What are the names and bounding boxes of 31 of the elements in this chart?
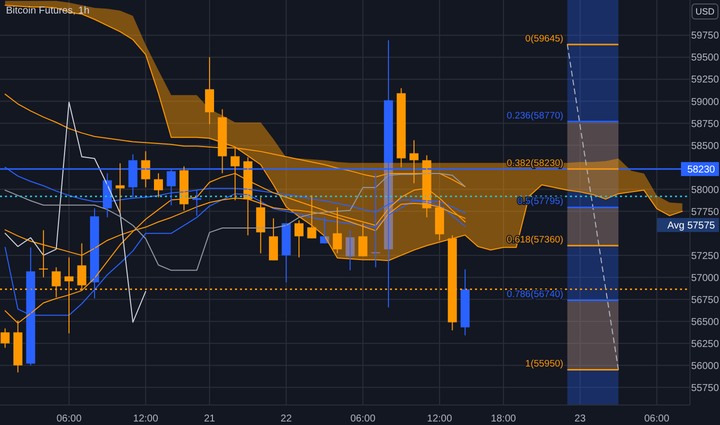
annotation: Avg 57575 xyxy=(667,220,716,232)
x-tick-label: 22 xyxy=(280,414,292,424)
y-tick-label: 58000 xyxy=(691,184,720,196)
y-tick-label: 59000 xyxy=(691,96,720,108)
x-tick-label: 06:00 xyxy=(56,414,82,424)
x-tick-label: 23 xyxy=(574,414,586,424)
y-tick-label: 56250 xyxy=(691,338,720,350)
ref-line-label: 0.236(58770) xyxy=(506,110,564,122)
x-tick-label: 21 xyxy=(204,414,216,424)
y-tick-label: 57750 xyxy=(691,206,720,218)
y-tick-label: 59750 xyxy=(691,30,720,42)
y-axis-title: USD xyxy=(695,6,715,17)
x-tick-label: 12:00 xyxy=(427,414,453,424)
x-tick-label: 18:00 xyxy=(490,414,516,424)
x-tick-label: 06:00 xyxy=(350,414,376,424)
x-tick-label: 06:00 xyxy=(644,414,670,424)
y-tick-label: 59500 xyxy=(691,52,720,64)
y-tick-label: 56750 xyxy=(691,294,720,306)
ref-line-label: 1(55950) xyxy=(525,358,564,370)
y-tick-label: 56000 xyxy=(691,360,720,372)
y-tick-label: 56500 xyxy=(691,316,720,328)
y-tick-label: 58500 xyxy=(691,140,720,152)
ref-line-label: 0(59645) xyxy=(525,33,564,44)
y-tick-label: 55750 xyxy=(691,382,720,394)
ref-line-label: 0.786(56740) xyxy=(506,289,564,300)
y-tick-label: 59250 xyxy=(691,74,720,86)
y-tick-label: 58750 xyxy=(691,118,720,130)
y-tick-label: 57250 xyxy=(691,250,720,262)
annotation: 58230 xyxy=(687,164,716,176)
x-tick-label: 12:00 xyxy=(133,414,159,424)
y-tick-label: 57000 xyxy=(691,272,720,284)
